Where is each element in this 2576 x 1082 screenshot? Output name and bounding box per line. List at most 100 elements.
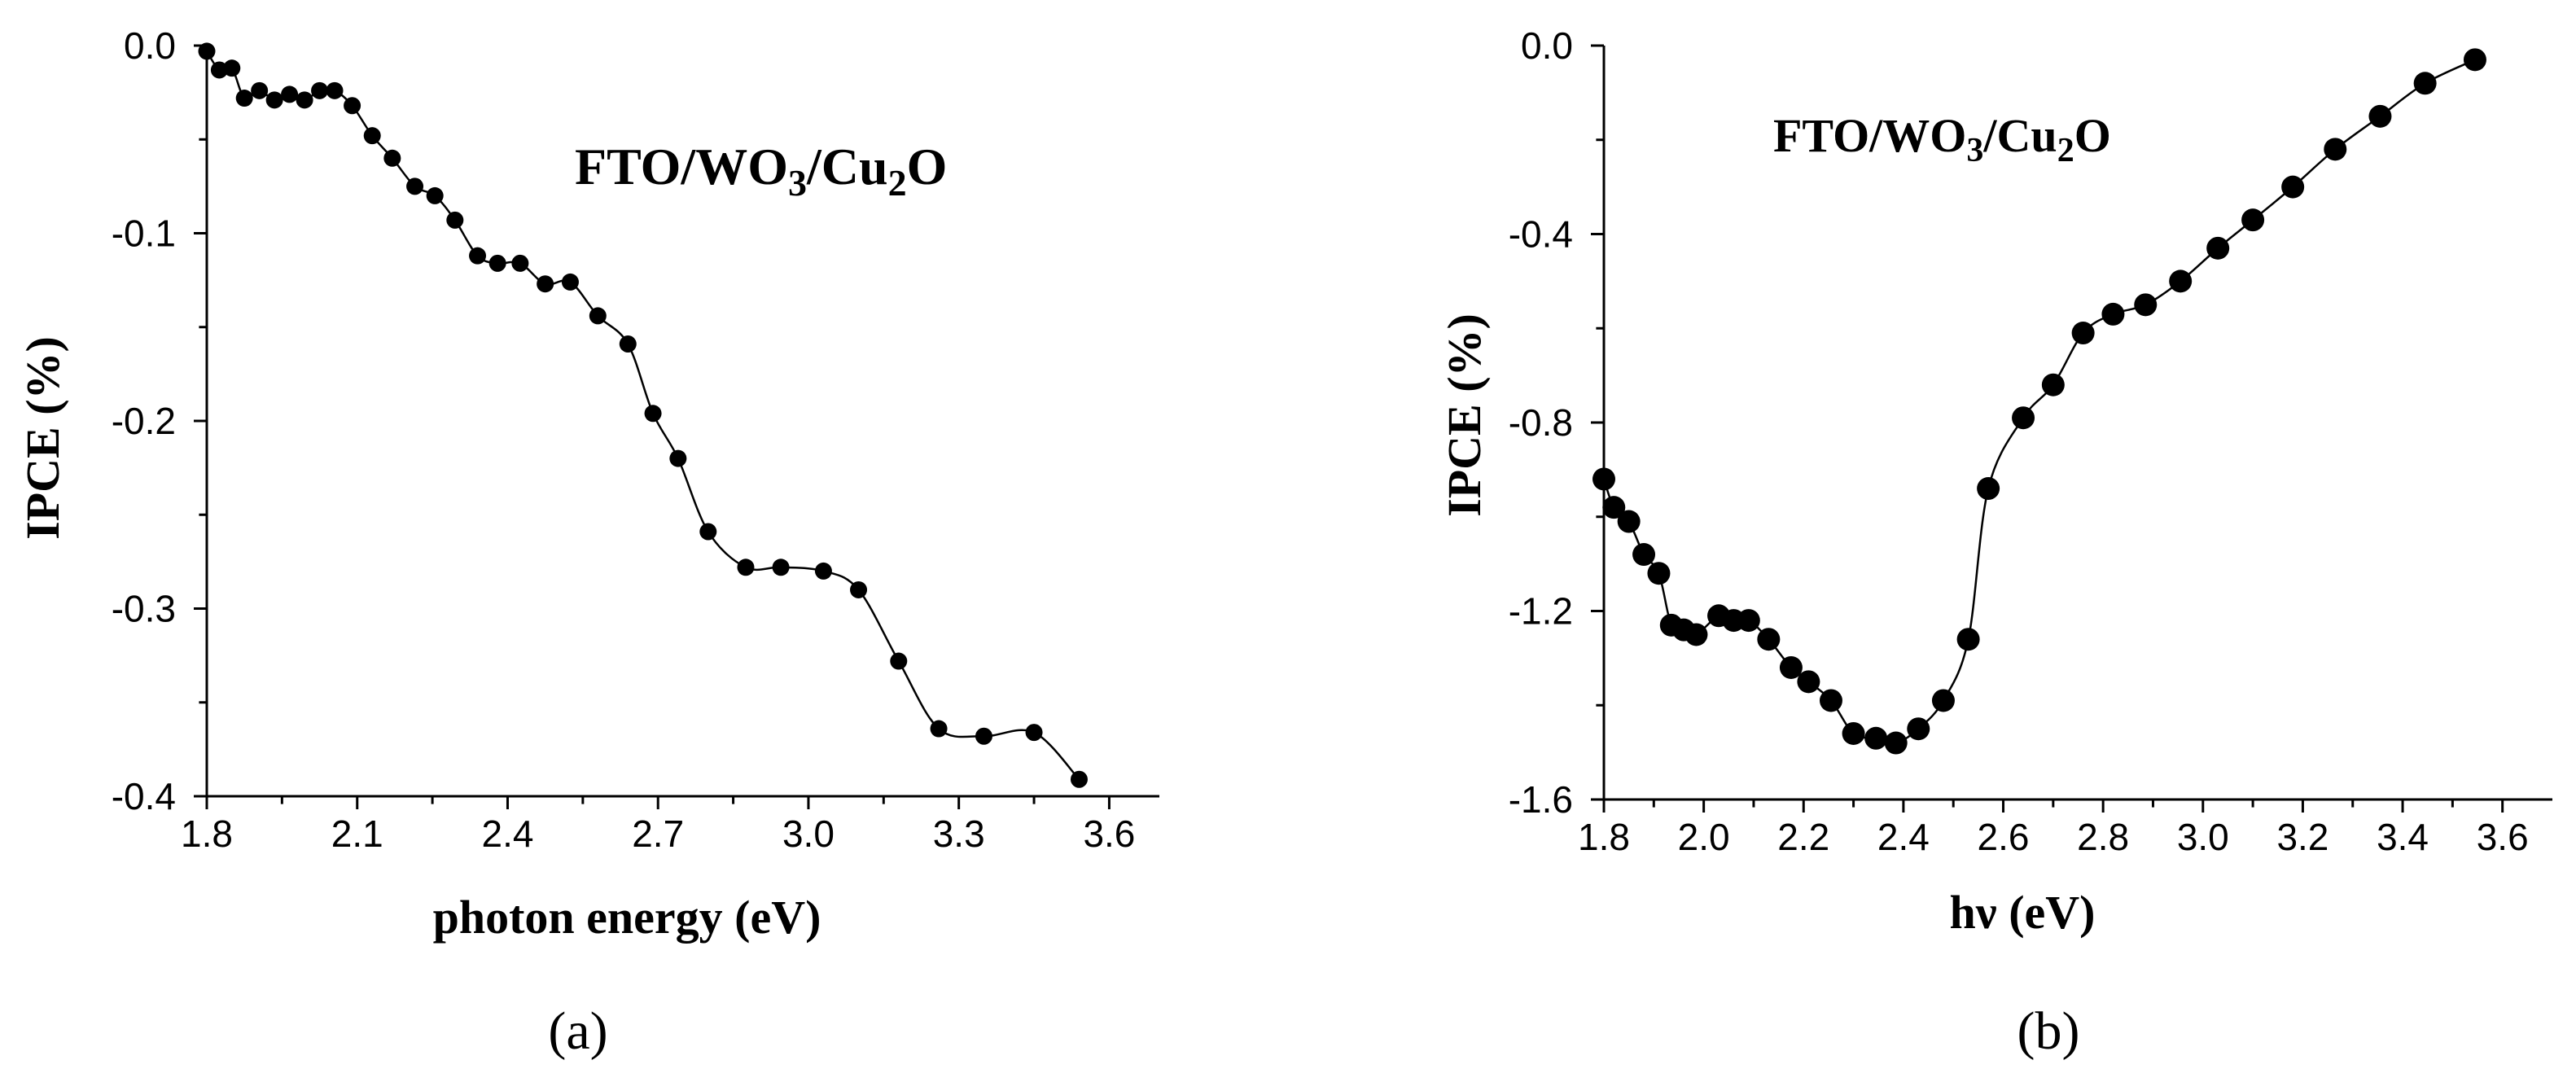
panel-a-data-point	[772, 559, 790, 576]
panel-b-x-tick-label: 2.0	[1678, 816, 1730, 858]
panel-a-x-tick-label: 2.4	[481, 813, 533, 855]
panel-b-data-point	[1797, 670, 1820, 694]
panel-a-data-point	[537, 275, 554, 293]
panel-a-data-point	[488, 254, 506, 272]
panel-a-tick-labels: 1.8 2.1 2.4 2.7 3.0 3.3 3.6 0.0 -0.1 -0.2 -0.3 -0.4	[112, 24, 1136, 855]
panel-a-data-point	[814, 562, 832, 580]
panel-b-x-tick-label: 3.6	[2477, 816, 2529, 858]
panel-a-y-tick-label: 0.0	[124, 24, 176, 67]
panel-b-x-tick-label: 2.4	[1877, 816, 1930, 858]
panel-a-y-tick-label: -0.3	[112, 588, 176, 630]
panel-a-data-point	[406, 177, 424, 195]
panel-a-data-point	[311, 81, 329, 99]
panel-b-y-axis-label: IPCE (%)	[1438, 313, 1491, 517]
panel-b-series-line	[1602, 59, 2476, 745]
panel-a-data-point	[589, 307, 607, 325]
panel-b-data-point	[1757, 628, 1781, 651]
panel-b-data-point	[1684, 623, 1708, 646]
panel-b-data-point	[1977, 477, 2000, 501]
panel-a: 1.8 2.1 2.4 2.7 3.0 3.3 3.6 0.0 -0.1 -0.2 -0.3 -0.4…	[16, 24, 1159, 1061]
panel-b-x-tick-label: 2.2	[1777, 816, 1829, 858]
panel-b-series	[1592, 48, 2486, 755]
panel-b-x-tick-label: 3.2	[2276, 816, 2328, 858]
panel-b-y-tick-label: -1.2	[1509, 590, 1573, 633]
panel-b-y-tick-label: -1.6	[1509, 778, 1573, 821]
panel-a-data-point	[699, 523, 717, 541]
panel-b-data-point	[1819, 689, 1842, 712]
panel-b-data-point	[2041, 373, 2065, 396]
panel-b-data-point	[1632, 543, 1656, 567]
panel-a-x-tick-label: 2.1	[331, 813, 383, 855]
panel-b-data-point	[1647, 562, 1671, 585]
panel-a-data-point	[210, 61, 228, 79]
panel-b-x-tick-label: 3.0	[2177, 816, 2229, 858]
panel-a-data-point	[383, 149, 401, 167]
panel-a-y-axis-label: IPCE (%)	[16, 336, 69, 540]
panel-b-tick-labels: 1.8 2.0 2.2 2.4 2.6 2.8 3.0 3.2 3.4 3.6 0.0 -0.4 -0.…	[1509, 24, 2529, 858]
panel-a-data-point	[344, 97, 361, 115]
panel-b-data-point	[2413, 72, 2437, 95]
panel-b-data-point	[2169, 269, 2193, 293]
panel-b-y-tick-label: -0.4	[1509, 213, 1573, 256]
panel-b-data-point	[2324, 138, 2347, 161]
panel-b-x-tick-label: 1.8	[1578, 816, 1630, 858]
panel-a-axes	[205, 46, 1159, 798]
panel-a-y-tick-label: -0.1	[112, 212, 176, 255]
panel-b-x-tick-label: 3.4	[2377, 816, 2429, 858]
panel-a-data-point	[426, 186, 444, 204]
panel-b-data-point	[1842, 721, 1865, 745]
panel-a-data-point	[737, 559, 755, 576]
panel-b-data-point	[1931, 689, 1955, 712]
panel-b-data-point	[1864, 726, 1888, 750]
panel-b-annotation: FTO/WO3/Cu2O	[1773, 109, 2111, 169]
panel-a-data-point	[296, 91, 313, 109]
panel-b-label: (b)	[2017, 1001, 2080, 1061]
panel-a-x-tick-label: 3.0	[782, 813, 835, 855]
panel-a-data-point	[1070, 770, 1088, 788]
panel-a-label: (a)	[548, 1001, 607, 1061]
panel-a-x-tick-label: 3.3	[933, 813, 985, 855]
panel-b-data-point	[1884, 731, 1908, 755]
panel-b-data-point	[2281, 175, 2305, 199]
panel-b-data-point	[2463, 48, 2486, 72]
panel-a-data-point	[326, 81, 344, 99]
panel-a-data-point	[235, 90, 253, 107]
panel-a-annotation: FTO/WO3/Cu2O	[575, 138, 947, 204]
panel-a-series	[198, 42, 1088, 788]
panel-a-data-point	[223, 59, 241, 77]
panel-b-data-point	[2368, 104, 2392, 128]
panel-b-data-point	[2071, 322, 2095, 345]
panel-b-data-point	[2241, 208, 2265, 232]
panel-a-x-tick-label: 2.7	[632, 813, 684, 855]
panel-a-data-point	[561, 273, 579, 291]
panel-a-data-point	[669, 449, 687, 467]
panel-a-data-point	[1025, 724, 1043, 742]
panel-a-data-point	[251, 81, 269, 99]
panel-a-x-axis-label: photon energy (eV)	[433, 891, 821, 944]
panel-b-x-tick-label: 2.6	[1978, 816, 2030, 858]
panel-a-data-point	[850, 580, 868, 598]
panel-a-x-tick-label: 1.8	[181, 813, 233, 855]
panel-a-data-point	[281, 85, 299, 103]
panel-b-data-point	[1956, 628, 1980, 651]
panel-a-data-point	[975, 727, 992, 745]
panel-b-x-axis-label: hν (eV)	[1950, 886, 2096, 939]
panel-b-axes	[1602, 46, 2552, 801]
panel-b-data-point	[1617, 510, 1641, 533]
panel-a-data-point	[265, 91, 283, 109]
panel-a-data-point	[890, 652, 908, 670]
panel-b-y-tick-label: 0.0	[1521, 24, 1573, 67]
panel-a-data-point	[619, 335, 637, 353]
panel-a-data-point	[446, 211, 464, 229]
panel-b-data-point	[1737, 609, 1760, 633]
panel-b-data-point	[2206, 236, 2230, 260]
panel-a-data-point	[469, 247, 487, 265]
panel-a-data-point	[930, 720, 948, 738]
panel-b-ticks	[1591, 44, 2504, 813]
panel-b-data-point	[1602, 496, 1626, 519]
panel-b-data-point	[1779, 655, 1803, 679]
panel-a-data-point	[363, 127, 381, 145]
panel-a-data-point	[511, 254, 529, 272]
panel-a-y-tick-label: -0.4	[112, 775, 176, 817]
